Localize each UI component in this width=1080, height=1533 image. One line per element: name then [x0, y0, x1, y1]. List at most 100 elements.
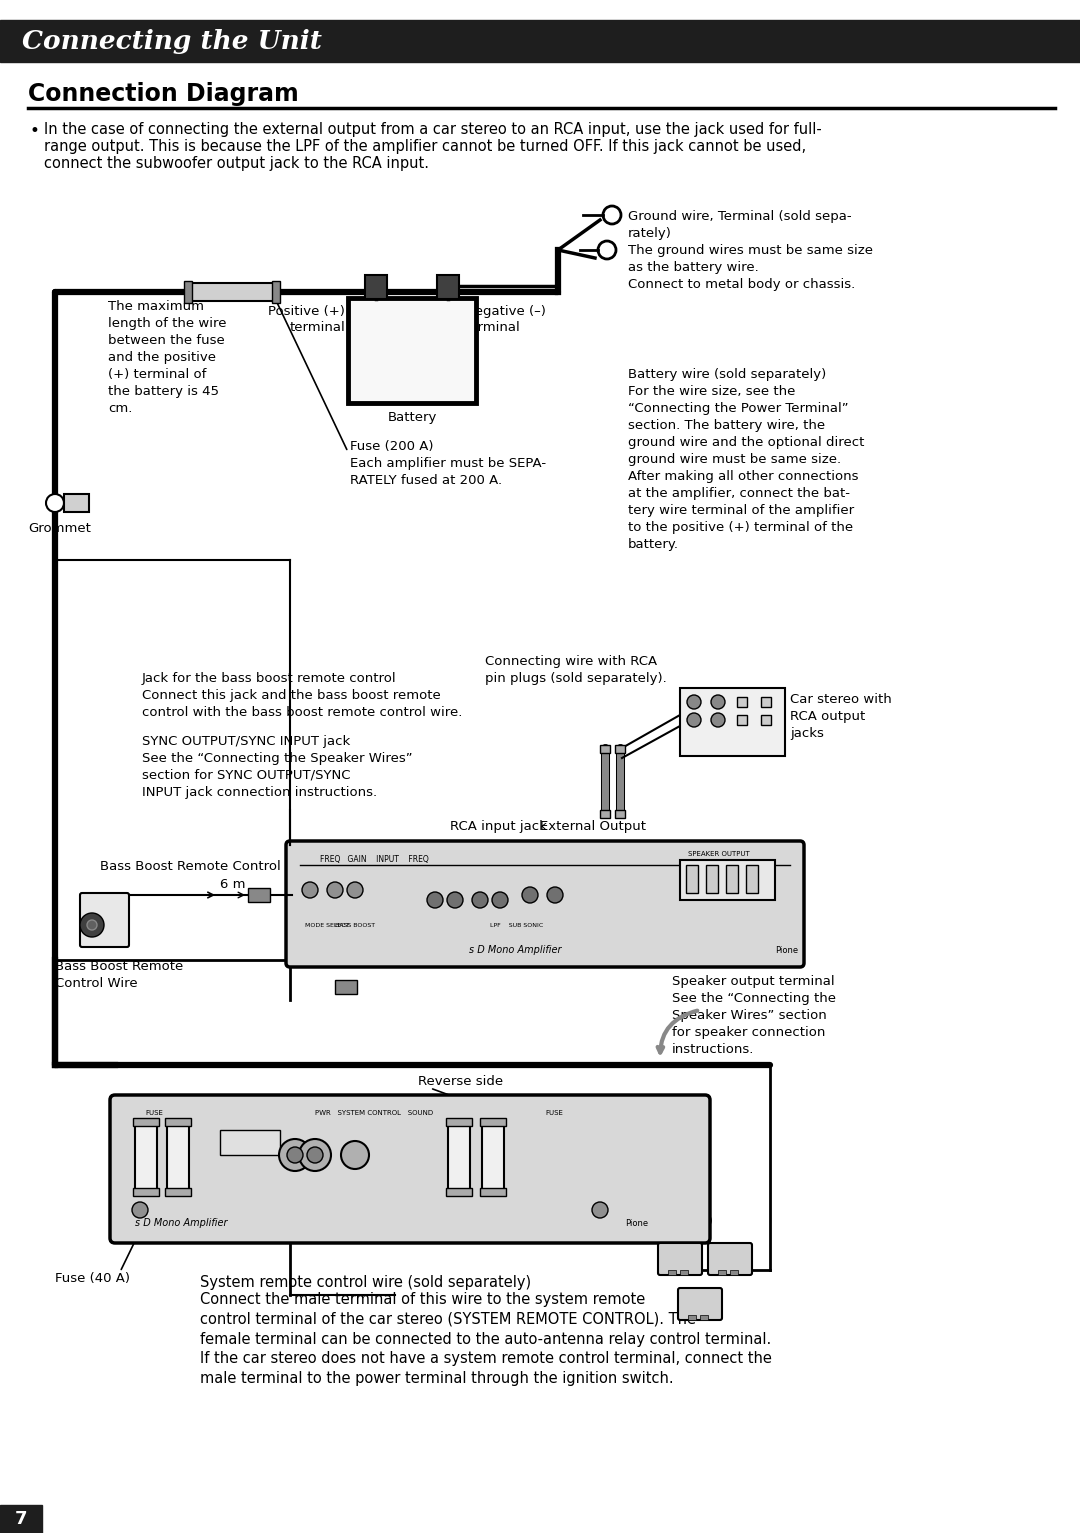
Bar: [0, 20, 1080, 61]
Bar: [680, 860, 775, 900]
Text: Fuse (40 A): Fuse (40 A): [638, 1216, 713, 1228]
Text: FREQ   GAIN    INPUT    FREQ: FREQ GAIN INPUT FREQ: [320, 855, 429, 865]
Text: BASS BOOST: BASS BOOST: [335, 923, 375, 927]
FancyBboxPatch shape: [658, 1243, 702, 1275]
Bar: [761, 698, 771, 707]
Text: FUSE: FUSE: [545, 1110, 563, 1116]
Bar: [167, 1122, 189, 1193]
Text: Pione: Pione: [625, 1219, 648, 1228]
Text: Bass Boost Remote
Control Wire: Bass Boost Remote Control Wire: [55, 960, 184, 990]
Bar: [737, 698, 747, 707]
Text: Fuse (200 A)
Each amplifier must be SEPA-
RATELY fused at 200 A.: Fuse (200 A) Each amplifier must be SEPA…: [350, 440, 546, 487]
Circle shape: [80, 914, 104, 937]
Bar: [482, 1122, 504, 1193]
Bar: [165, 1188, 191, 1196]
Bar: [680, 688, 785, 756]
FancyBboxPatch shape: [708, 1243, 752, 1275]
Text: The maximum
length of the wire
between the fuse
and the positive
(+) terminal of: The maximum length of the wire between t…: [108, 300, 227, 415]
Circle shape: [327, 881, 343, 898]
Bar: [64, 494, 89, 512]
Text: In the case of connecting the external output from a car stereo to an RCA input,: In the case of connecting the external o…: [44, 123, 822, 136]
Circle shape: [287, 1147, 303, 1164]
FancyBboxPatch shape: [678, 1288, 723, 1320]
Bar: [133, 1118, 159, 1127]
Bar: [437, 274, 459, 299]
Bar: [615, 809, 625, 819]
Circle shape: [711, 713, 725, 727]
Circle shape: [307, 1147, 323, 1164]
Bar: [480, 1118, 507, 1127]
Circle shape: [341, 1141, 369, 1170]
Circle shape: [472, 892, 488, 908]
Text: LPF    SUB SONIC: LPF SUB SONIC: [490, 923, 543, 927]
Circle shape: [447, 892, 463, 908]
Circle shape: [427, 892, 443, 908]
Text: Battery: Battery: [388, 411, 436, 425]
Text: s D Mono Amplifier: s D Mono Amplifier: [469, 944, 562, 955]
Circle shape: [347, 881, 363, 898]
Circle shape: [546, 888, 563, 903]
Text: Jack for the bass boost remote control
Connect this jack and the bass boost remo: Jack for the bass boost remote control C…: [141, 671, 462, 719]
Text: 6 m: 6 m: [220, 878, 245, 891]
Bar: [726, 865, 738, 894]
FancyBboxPatch shape: [80, 894, 129, 947]
Text: Fuse (40 A): Fuse (40 A): [55, 1272, 130, 1285]
Circle shape: [279, 1139, 311, 1171]
Text: s D Mono Amplifier: s D Mono Amplifier: [135, 1219, 228, 1228]
Text: SPEAKER OUTPUT: SPEAKER OUTPUT: [688, 851, 750, 857]
Circle shape: [687, 713, 701, 727]
Bar: [448, 1122, 470, 1193]
Text: Connecting wire with RCA
pin plugs (sold separately).: Connecting wire with RCA pin plugs (sold…: [485, 655, 666, 685]
Bar: [737, 714, 747, 725]
Text: System remote control wire (sold separately): System remote control wire (sold separat…: [200, 1275, 531, 1289]
Bar: [365, 274, 387, 299]
Bar: [669, 1269, 676, 1275]
Circle shape: [46, 494, 64, 512]
Text: Grommet: Grommet: [28, 523, 91, 535]
Circle shape: [687, 694, 701, 708]
Text: Positive (+)
terminal: Positive (+) terminal: [268, 305, 345, 334]
Bar: [718, 1269, 726, 1275]
FancyBboxPatch shape: [110, 1095, 710, 1243]
Circle shape: [522, 888, 538, 903]
Text: External Output: External Output: [540, 820, 646, 832]
Circle shape: [711, 694, 725, 708]
Text: FUSE: FUSE: [145, 1110, 163, 1116]
Bar: [335, 980, 357, 993]
Bar: [0, 1505, 42, 1533]
Circle shape: [87, 920, 97, 931]
Bar: [746, 865, 758, 894]
Bar: [761, 714, 771, 725]
Text: Bass Boost Remote Control: Bass Boost Remote Control: [100, 860, 281, 872]
Bar: [600, 745, 610, 753]
Bar: [220, 1130, 280, 1154]
Bar: [446, 1118, 472, 1127]
Text: Connecting the Unit: Connecting the Unit: [22, 29, 322, 54]
Circle shape: [132, 1202, 148, 1219]
Text: Connect the male terminal of this wire to the system remote
control terminal of : Connect the male terminal of this wire t…: [200, 1292, 772, 1386]
FancyBboxPatch shape: [286, 842, 804, 967]
Text: Negative (–)
terminal: Negative (–) terminal: [465, 305, 545, 334]
Bar: [700, 1315, 708, 1320]
Bar: [188, 284, 276, 300]
Text: MODE SELECT: MODE SELECT: [305, 923, 350, 927]
Bar: [248, 888, 270, 901]
Bar: [446, 1188, 472, 1196]
Bar: [615, 745, 625, 753]
Text: Speaker output terminal
See the “Connecting the
Speaker Wires” section
for speak: Speaker output terminal See the “Connect…: [672, 975, 836, 1056]
Bar: [688, 1315, 696, 1320]
Text: SYNC OUTPUT/SYNC INPUT jack
See the “Connecting the Speaker Wires”
section for S: SYNC OUTPUT/SYNC INPUT jack See the “Con…: [141, 734, 413, 799]
Bar: [680, 1269, 688, 1275]
Bar: [272, 281, 280, 304]
Bar: [686, 865, 698, 894]
Bar: [480, 1188, 507, 1196]
Text: Ground wire, Terminal (sold sepa-
rately)
The ground wires must be same size
as : Ground wire, Terminal (sold sepa- rately…: [627, 210, 873, 291]
Bar: [135, 1122, 157, 1193]
Circle shape: [302, 881, 318, 898]
Bar: [348, 297, 476, 403]
Bar: [706, 865, 718, 894]
Circle shape: [299, 1139, 330, 1171]
Text: •: •: [30, 123, 40, 140]
Text: Reverse side: Reverse side: [418, 1075, 503, 1088]
Bar: [600, 809, 610, 819]
